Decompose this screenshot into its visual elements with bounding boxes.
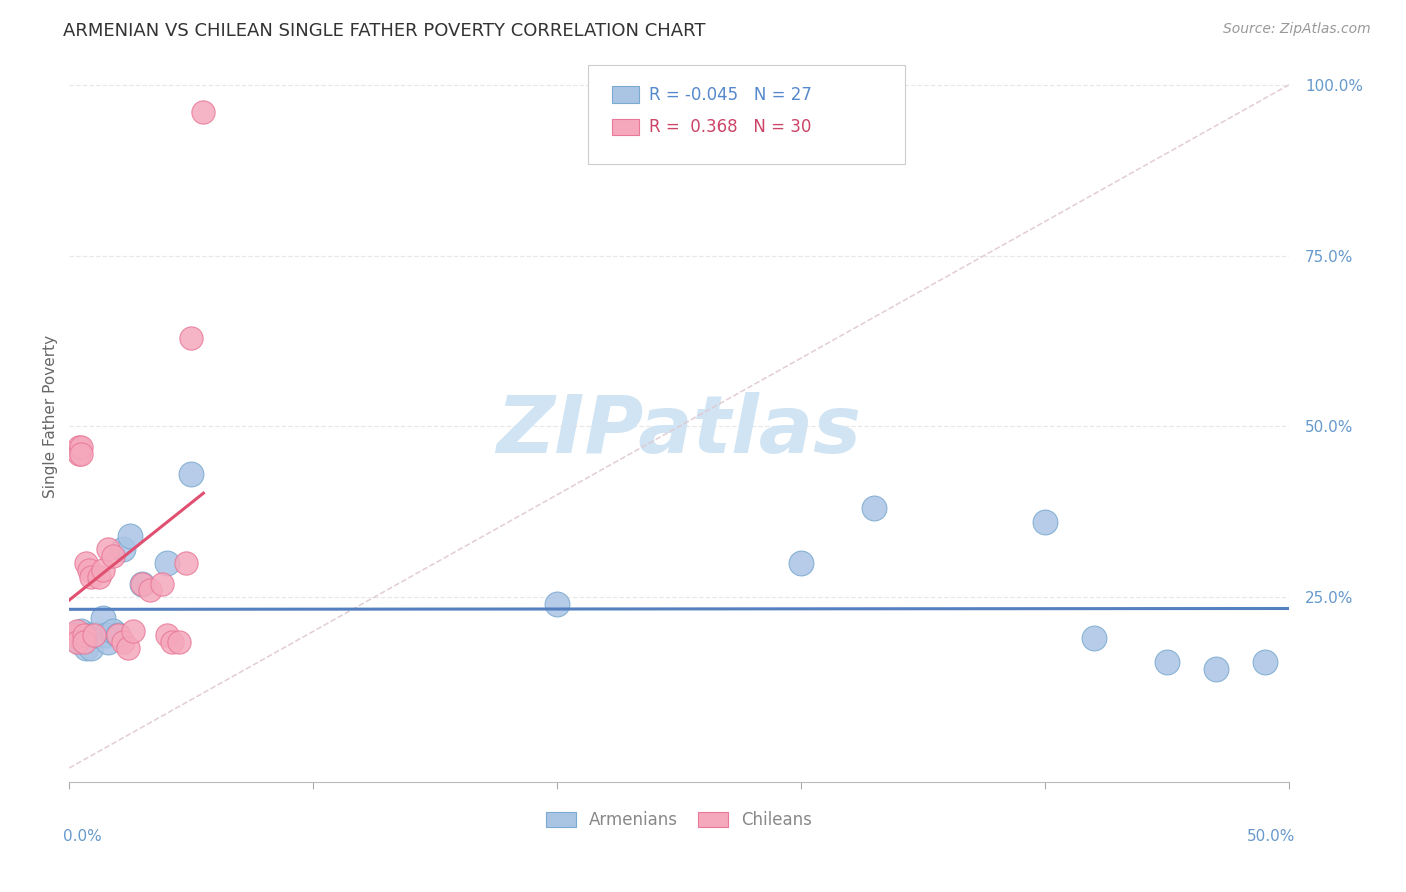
Point <box>83 628 105 642</box>
Point <box>193 105 215 120</box>
Point <box>167 634 190 648</box>
Y-axis label: Single Father Poverty: Single Father Poverty <box>44 334 58 498</box>
Point <box>863 501 886 516</box>
Point <box>790 556 813 570</box>
Point <box>131 576 153 591</box>
Point <box>150 576 173 591</box>
Point <box>138 583 160 598</box>
FancyBboxPatch shape <box>612 120 638 136</box>
Point <box>63 628 86 642</box>
Point <box>156 628 179 642</box>
Point <box>73 634 96 648</box>
Point <box>1083 631 1105 645</box>
Point <box>107 628 129 642</box>
Point <box>1033 515 1056 529</box>
Text: 0.0%: 0.0% <box>63 830 101 844</box>
Point <box>70 447 93 461</box>
Point <box>107 628 129 642</box>
Point <box>131 576 153 591</box>
Point <box>75 556 97 570</box>
Point <box>70 624 93 639</box>
Point <box>111 542 134 557</box>
Text: Source: ZipAtlas.com: Source: ZipAtlas.com <box>1223 22 1371 37</box>
Point <box>120 529 142 543</box>
Point <box>121 624 143 639</box>
Point <box>160 634 183 648</box>
Point <box>97 634 120 648</box>
Point <box>117 641 139 656</box>
Point <box>73 634 96 648</box>
Point <box>87 628 110 642</box>
Point <box>75 641 97 656</box>
Point <box>101 624 124 639</box>
Point <box>87 570 110 584</box>
Point <box>93 563 115 577</box>
Point <box>156 556 179 570</box>
Point <box>94 628 117 642</box>
Point <box>97 542 120 557</box>
FancyBboxPatch shape <box>612 87 638 103</box>
Point <box>70 440 93 454</box>
Point <box>80 570 103 584</box>
Point <box>180 467 202 482</box>
FancyBboxPatch shape <box>588 65 904 164</box>
Text: ARMENIAN VS CHILEAN SINGLE FATHER POVERTY CORRELATION CHART: ARMENIAN VS CHILEAN SINGLE FATHER POVERT… <box>63 22 706 40</box>
Point <box>73 628 96 642</box>
Point <box>67 634 90 648</box>
Point <box>80 641 103 656</box>
Point <box>176 556 198 570</box>
Legend: Armenians, Chileans: Armenians, Chileans <box>538 805 820 836</box>
Point <box>83 628 105 642</box>
Point <box>1205 662 1227 676</box>
Point <box>65 634 87 648</box>
Point <box>65 624 87 639</box>
Point <box>1253 655 1275 669</box>
Text: ZIPatlas: ZIPatlas <box>496 392 862 470</box>
Point <box>67 440 90 454</box>
Text: R = -0.045   N = 27: R = -0.045 N = 27 <box>648 86 811 103</box>
Point <box>67 447 90 461</box>
Point <box>546 597 568 611</box>
Point <box>65 628 87 642</box>
Point <box>77 628 100 642</box>
Point <box>101 549 124 564</box>
Point <box>93 611 115 625</box>
Point <box>111 634 134 648</box>
Point <box>180 330 202 344</box>
Text: 50.0%: 50.0% <box>1247 830 1295 844</box>
Text: R =  0.368   N = 30: R = 0.368 N = 30 <box>648 119 811 136</box>
Point <box>77 563 100 577</box>
Point <box>1156 655 1178 669</box>
